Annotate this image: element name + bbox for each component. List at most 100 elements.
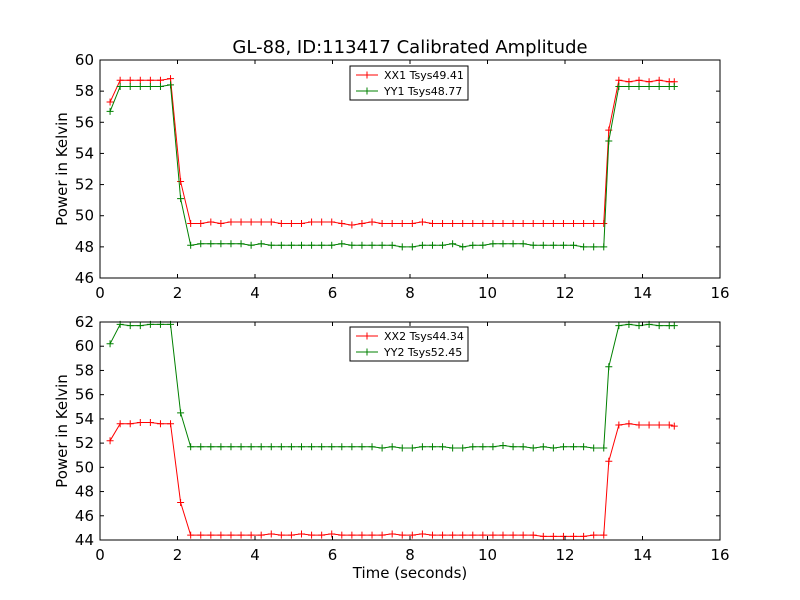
data-point [590,531,598,539]
data-point [156,76,164,84]
data-point [378,241,386,249]
data-point [398,531,406,539]
data-point [318,531,326,539]
data-point [439,443,447,451]
data-point [378,220,386,227]
data-point [549,532,557,540]
data-point [237,443,245,451]
data-point [418,530,426,538]
y-tick-label: 52 [75,176,94,194]
data-point [605,137,613,145]
legend: XX1 Tsys49.41 YY1 Tsys48.77 [349,65,469,101]
data-point [257,443,265,451]
data-point [570,443,578,451]
data-point [635,322,643,330]
data-point [408,243,416,251]
data-point [136,322,144,330]
data-point [559,443,567,451]
data-point [378,531,386,539]
data-point [529,241,537,249]
data-point [670,322,678,330]
data-point [277,220,285,227]
y-tick-label: 50 [75,207,94,225]
data-point [449,444,457,452]
data-point [257,240,265,248]
data-point [605,457,613,465]
data-point [197,443,205,451]
data-point [519,220,527,227]
y-axis-label: Power in Kelvin [53,374,71,488]
data-point [217,443,225,451]
data-point [549,220,557,227]
data-point [459,531,467,539]
data-point [358,531,366,539]
data-point [116,76,124,84]
data-point [489,220,497,227]
x-tick-label: 10 [478,284,497,302]
y-tick-label: 46 [75,507,94,525]
data-point [539,532,547,540]
data-point [287,443,295,451]
data-point [338,443,346,451]
data-point [615,421,623,429]
data-point [106,98,114,106]
data-point [615,76,623,84]
data-point [625,82,633,90]
y-tick-label: 46 [75,269,94,287]
data-point [318,218,326,226]
data-point [539,241,547,249]
data-point [237,240,245,248]
legend-box [349,65,469,101]
data-point [499,442,507,450]
data-point [670,422,678,430]
data-point [328,241,336,249]
legend-marker [363,87,371,95]
data-point [418,443,426,451]
data-point [136,82,144,90]
data-point [207,218,215,226]
data-point [645,82,653,90]
data-point [439,220,447,227]
data-point [328,218,336,226]
legend: XX2 Tsys44.34 YY2 Tsys52.45 [349,326,469,362]
data-point [559,220,567,227]
data-point [156,420,164,428]
data-point [287,531,295,539]
data-point [645,421,653,429]
data-point [217,220,225,227]
series-line [109,422,675,537]
data-point [328,443,336,451]
x-tick-label: 6 [328,284,338,302]
data-point [408,444,416,452]
data-point [217,240,225,248]
x-tick-label: 6 [328,546,338,564]
x-tick-label: 4 [250,284,260,302]
data-point [519,443,527,451]
data-point [156,82,164,90]
y-tick-label: 58 [75,361,94,379]
data-point [298,220,305,227]
data-point [590,444,598,452]
legend-marker [363,71,371,79]
data-point [655,76,663,84]
data-point [519,240,527,248]
series-line [109,323,675,449]
data-point [298,530,305,538]
y-tick-label: 56 [75,386,94,404]
data-point [146,82,154,90]
data-point [247,218,255,226]
data-point [539,220,547,227]
data-point [197,240,205,248]
data-point [600,531,608,539]
data-point [600,444,608,452]
series-line [109,78,675,226]
data-point [187,531,195,539]
series-2 [106,81,678,251]
data-point [257,531,265,539]
legend-label: YY1 Tsys48.77 [383,85,462,98]
data-point [580,243,588,251]
x-tick-label: 14 [633,284,652,302]
data-point [146,419,154,427]
